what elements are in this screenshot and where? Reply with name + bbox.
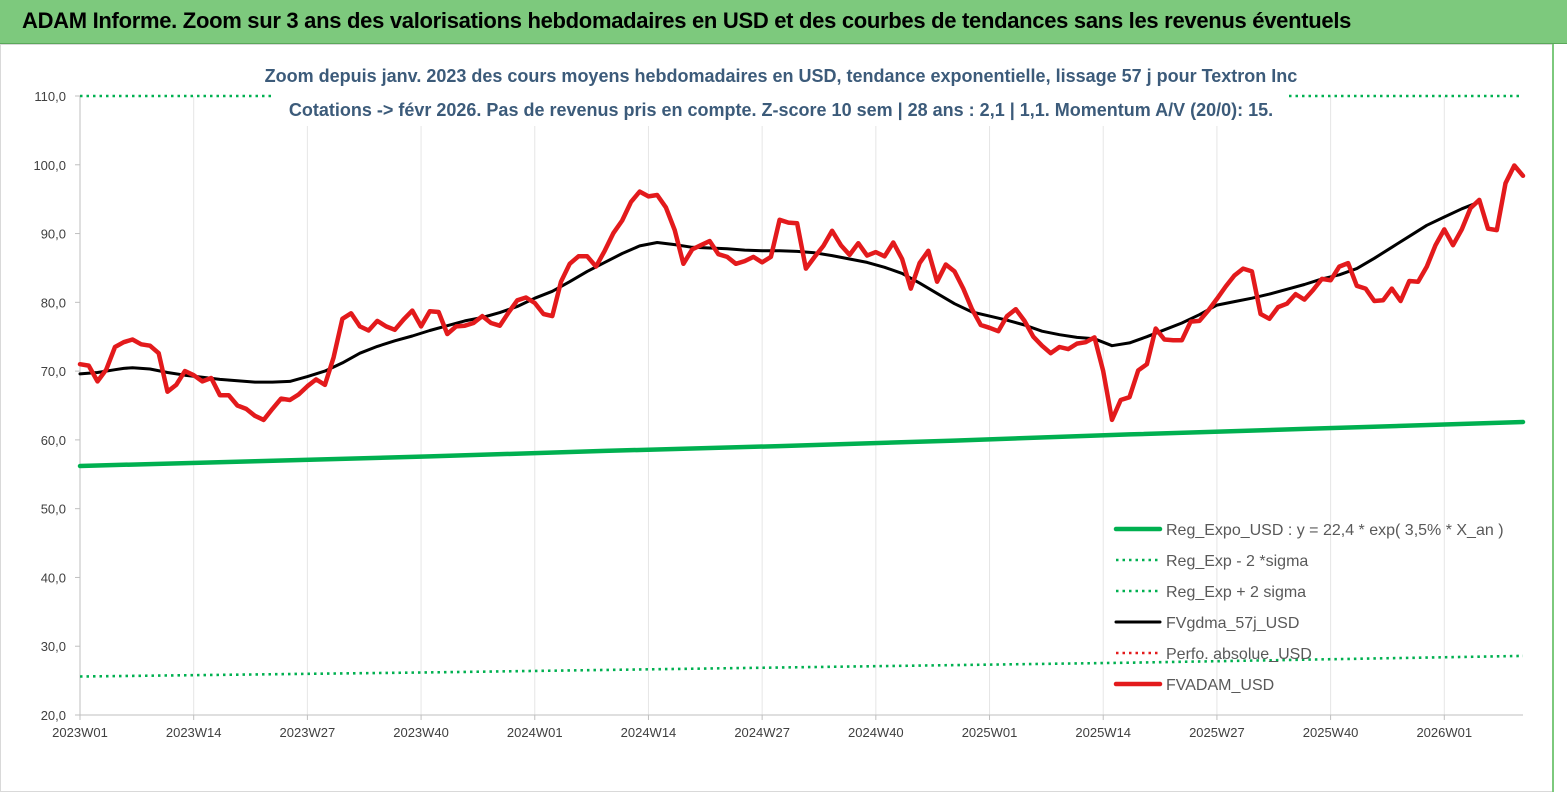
x-tick-label: 2025W27 [1189,725,1245,740]
x-tick-label: 2023W14 [166,725,222,740]
y-tick-label: 50,0 [41,502,66,517]
y-tick-label: 110,0 [34,89,66,104]
legend-label: Perfo. absolue_USD [1166,646,1312,663]
x-tick-label: 2023W27 [280,725,336,740]
y-tick-label: 30,0 [41,639,66,654]
header-bar: ADAM Informe. Zoom sur 3 ans des valoris… [0,0,1567,44]
legend-label: FVADAM_USD [1166,677,1274,694]
legend-label: Reg_Exp + 2 sigma [1166,584,1306,601]
series-lines [77,94,1526,678]
x-tick-label: 2025W14 [1075,725,1131,740]
legend-label: FVgdma_57j_USD [1166,615,1299,632]
legend-label: Reg_Expo_USD : y = 22,4 * exp( 3,5% * X_… [1166,522,1504,539]
series-line-0 [77,419,1526,469]
y-tick-label: 70,0 [41,364,66,379]
y-tick-label: 60,0 [41,433,66,448]
x-tick-label: 2024W40 [848,725,904,740]
right-edge-divider [1552,44,1567,792]
legend: Reg_Expo_USD : y = 22,4 * exp( 3,5% * X_… [1113,522,1504,694]
y-tick-label: 80,0 [41,295,66,310]
y-tick-label: 100,0 [33,158,66,173]
chart-title: Zoom depuis janv. 2023 des cours moyens … [265,66,1298,86]
x-tick-label: 2024W01 [507,725,563,740]
y-tick-label: 40,0 [41,570,66,585]
x-tick-labels: 2023W01 2023W14 2023W27 2023W40 2024W01 2024W… [52,725,1472,740]
x-tick-label: 2025W40 [1303,725,1359,740]
x-tick-label: 2025W01 [962,725,1018,740]
x-tick-label: 2024W27 [734,725,790,740]
chart-subtitle: Cotations -> févr 2026. Pas de revenus p… [289,100,1273,120]
axes [79,96,1523,716]
y-tick-label: 90,0 [41,227,66,242]
legend-label: Reg_Exp - 2 *sigma [1166,553,1308,570]
chart-title-box [272,60,1286,126]
page-title: ADAM Informe. Zoom sur 3 ans des valoris… [22,8,1352,33]
series-line-5 [77,163,1526,423]
x-tick-label: 2026W01 [1416,725,1472,740]
x-tick-label: 2023W40 [393,725,449,740]
y-tick-labels: 20,0 30,0 40,0 50,0 60,0 70,0 80,0 90,0 100,0 110… [33,89,80,723]
y-tick-label: 20,0 [41,708,66,723]
x-tick-label: 2023W01 [52,725,108,740]
x-tick-label: 2024W14 [621,725,677,740]
